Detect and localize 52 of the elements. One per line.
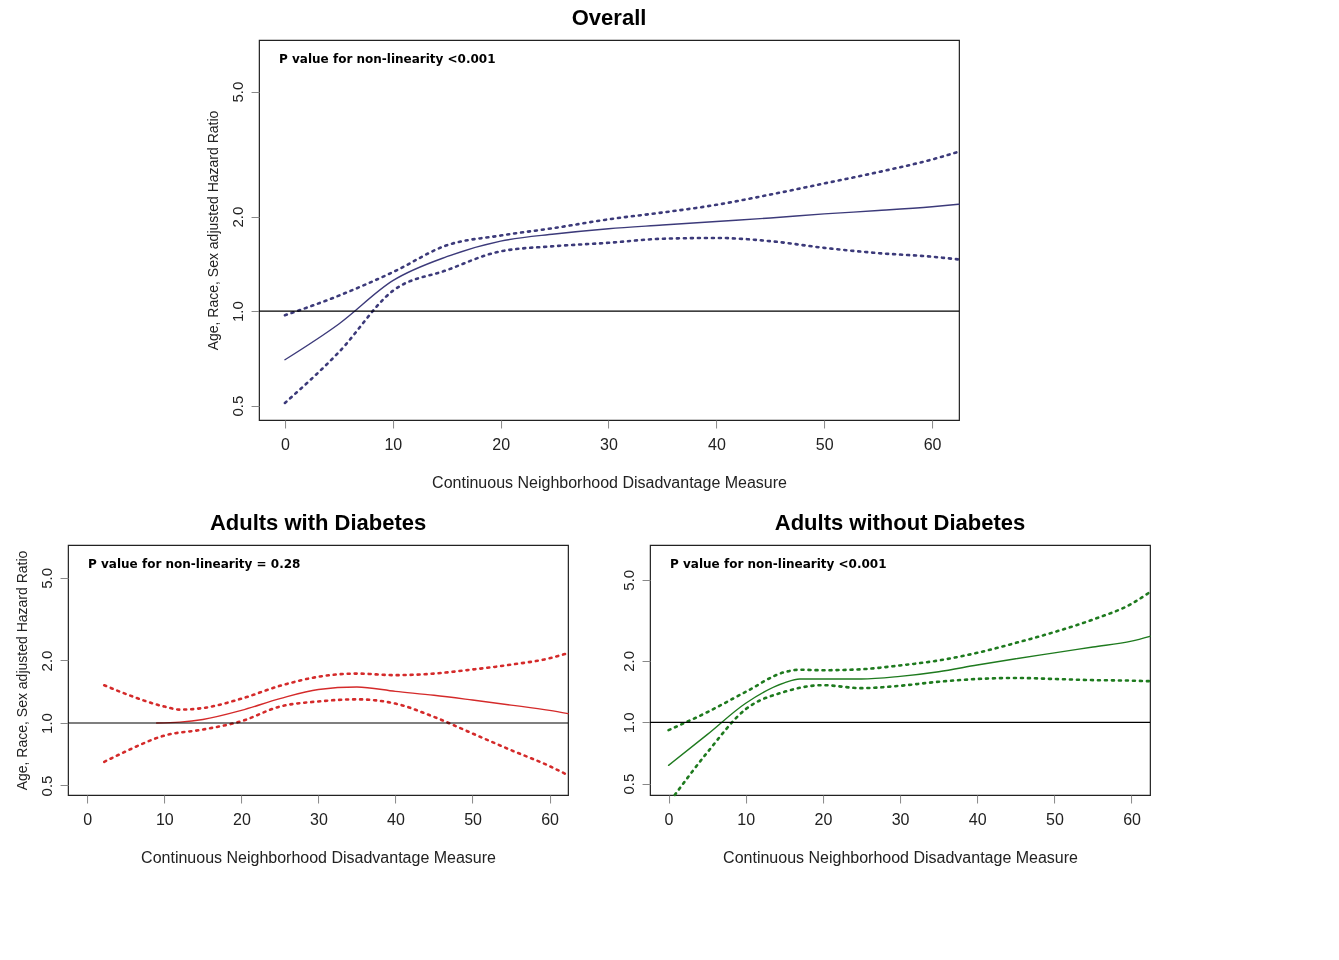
x-tick-label: 50 (464, 810, 483, 828)
x-tick-label: 30 (600, 435, 619, 453)
x-tick-label: 50 (1045, 810, 1064, 828)
y-tick-label: 2.0 (619, 650, 637, 672)
annotation: P value for non-linearity = 0.28 (88, 557, 301, 571)
y-axis-title: Age, Race, Sex adjusted Hazard Ratio (13, 550, 30, 791)
line-series (284, 203, 960, 361)
line-series (667, 635, 1151, 767)
line-series (283, 236, 961, 405)
x-tick-label: 40 (707, 435, 726, 453)
x-tick-label: 20 (492, 435, 511, 453)
line-series (673, 676, 1152, 797)
y-tick-label: 1.0 (619, 712, 637, 734)
x-tick-label: 40 (387, 810, 405, 828)
x-tick-label: 10 (384, 435, 403, 453)
chart-title: Overall (571, 5, 647, 30)
x-tick-label: 60 (923, 435, 942, 453)
y-tick-label: 5.0 (228, 81, 246, 103)
x-tick-label: 10 (155, 810, 174, 828)
x-tick-label: 0 (280, 435, 290, 453)
x-tick-label: 60 (1123, 810, 1142, 828)
annotation: P value for non-linearity <0.001 (670, 557, 887, 571)
y-tick-label: 5.0 (619, 569, 637, 591)
line-series (283, 150, 961, 317)
y-tick-label: 1.0 (37, 713, 55, 734)
x-tick-label: 30 (310, 810, 328, 828)
x-tick-label: 60 (541, 810, 560, 828)
y-tick-label: 0.5 (37, 775, 55, 797)
x-axis-title: Continuous Neighborhood Disadvantage Measure (141, 848, 497, 866)
x-tick-label: 10 (737, 810, 756, 828)
x-tick-label: 50 (815, 435, 834, 453)
y-tick-label: 2.0 (228, 206, 246, 228)
x-axis-title: Continuous Neighborhood Disadvantage Measure (432, 473, 788, 491)
x-tick-label: 30 (891, 810, 910, 828)
x-axis-title: Continuous Neighborhood Disadvantage Measure (723, 848, 1079, 866)
y-tick-label: 2.0 (37, 650, 55, 672)
y-tick-label: 5.0 (37, 567, 55, 589)
annotation: P value for non-linearity <0.001 (279, 52, 496, 66)
line-series (102, 652, 567, 711)
x-tick-label: 0 (664, 810, 674, 828)
line-series (102, 698, 567, 775)
line-series (667, 590, 1152, 732)
x-tick-label: 20 (814, 810, 833, 828)
x-tick-label: 0 (83, 810, 93, 828)
y-tick-label: 1.0 (228, 301, 246, 323)
y-tick-label: 0.5 (619, 773, 637, 795)
chart-title: Adults without Diabetes (774, 510, 1026, 535)
y-axis-title: Age, Race, Sex adjusted Hazard Ratio (204, 110, 221, 351)
x-tick-label: 20 (233, 810, 251, 828)
x-tick-label: 40 (968, 810, 987, 828)
chart-title: Adults with Diabetes (209, 510, 427, 535)
y-tick-label: 0.5 (228, 395, 246, 417)
